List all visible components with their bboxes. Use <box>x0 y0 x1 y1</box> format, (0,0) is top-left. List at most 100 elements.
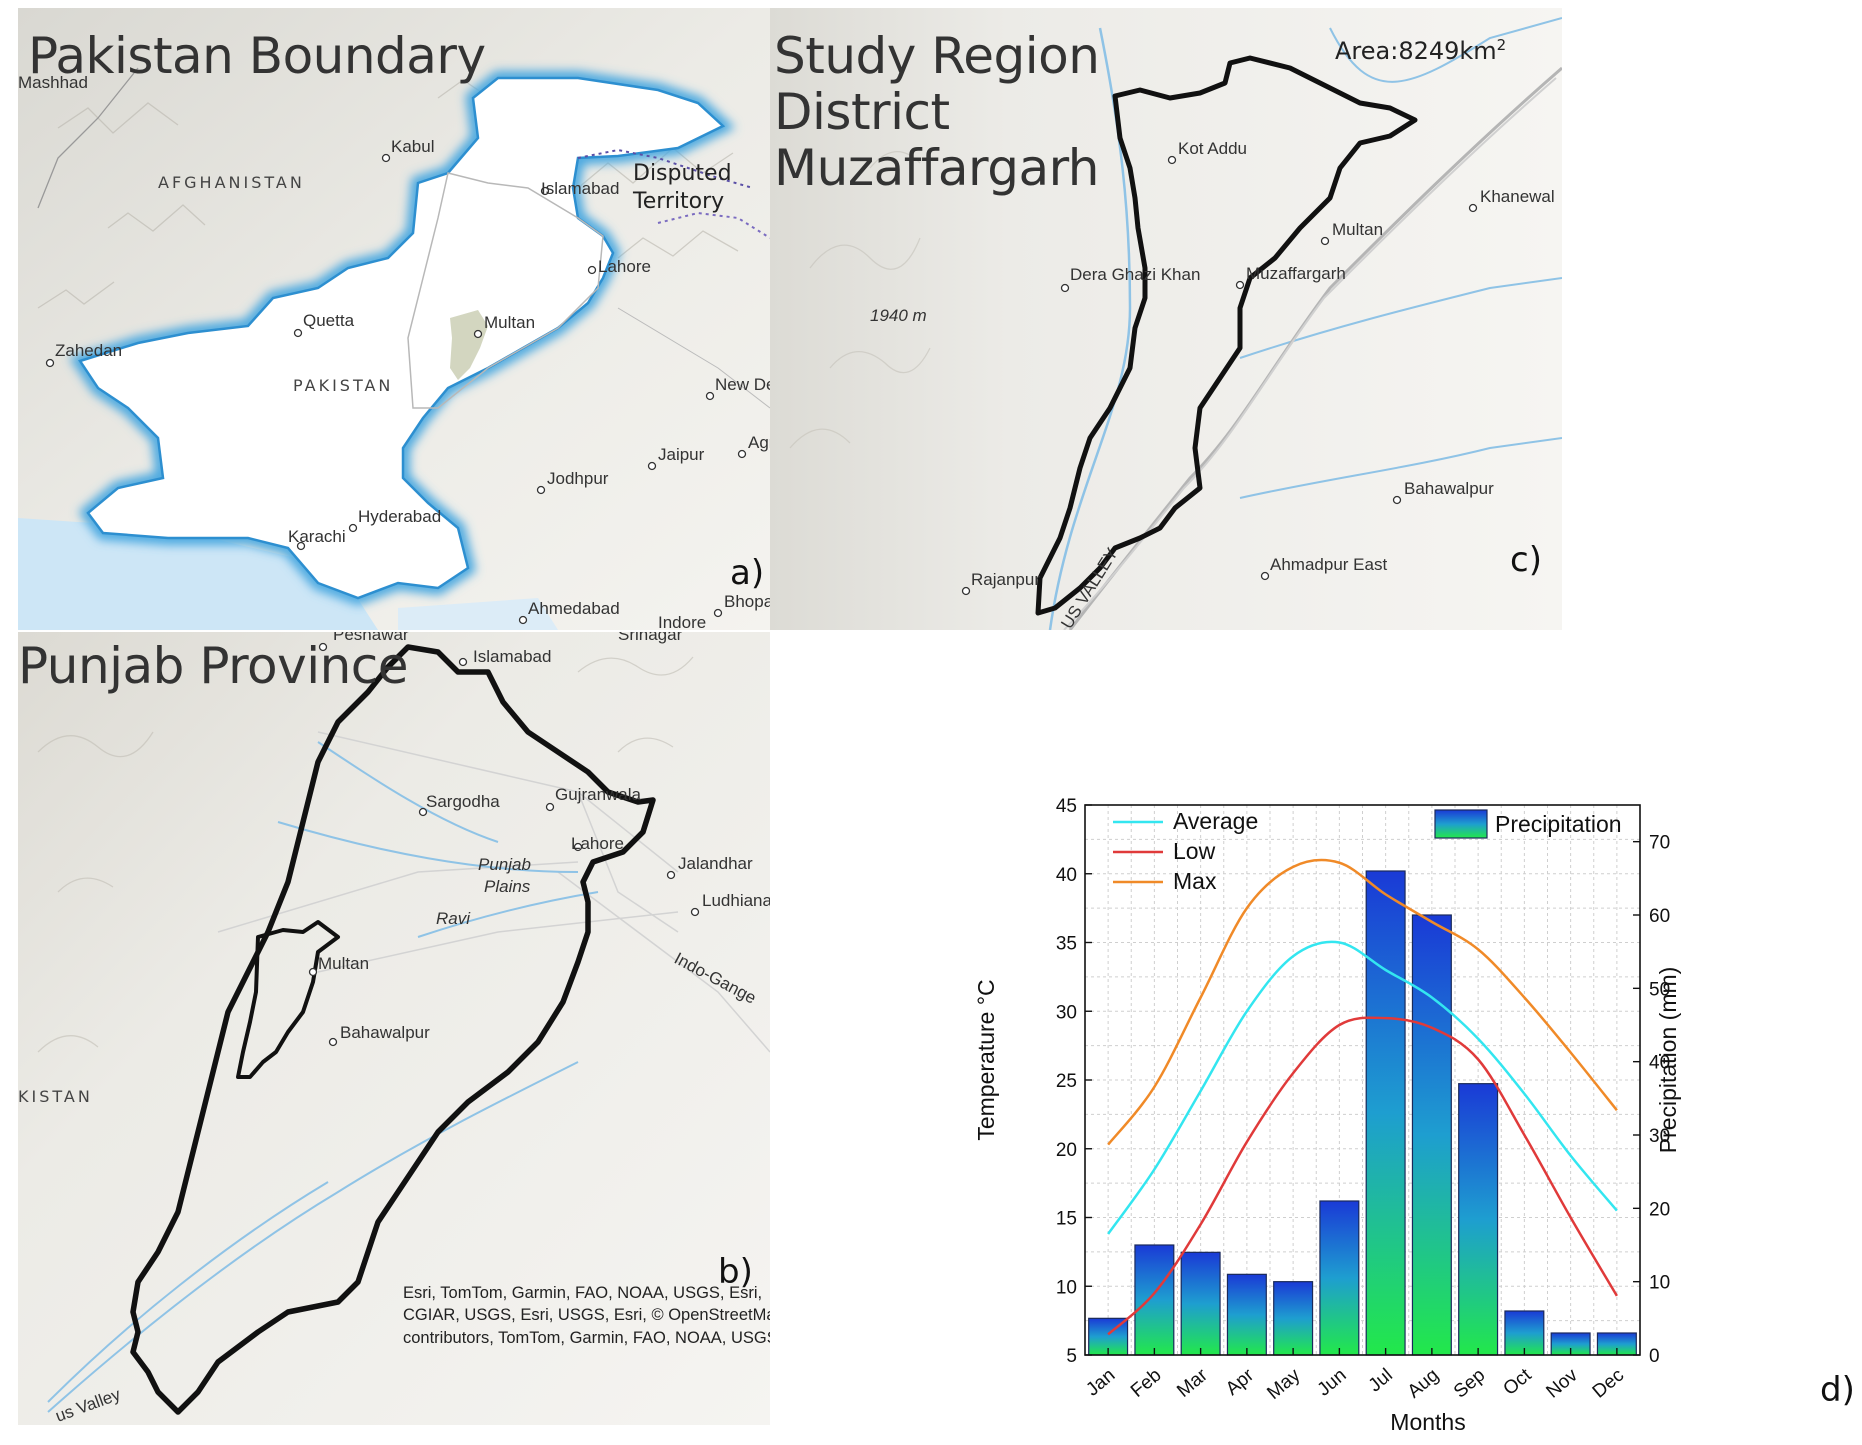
city-label: Dera Ghazi Khan <box>1070 265 1200 284</box>
x-tick-label: May <box>1263 1364 1304 1403</box>
x-tick-label: Nov <box>1542 1364 1582 1402</box>
city-dot <box>458 657 468 667</box>
legend-label: Max <box>1173 868 1217 894</box>
city-dot <box>296 541 306 551</box>
plains-label: Punjab <box>478 855 531 874</box>
city-dot <box>1235 280 1245 290</box>
elevation-label: 1940 m <box>870 306 927 325</box>
y-tick-label: 45 <box>1056 796 1077 817</box>
precipitation-bar <box>1504 1310 1545 1356</box>
city-dot <box>418 807 428 817</box>
y2-tick-label: 20 <box>1649 1199 1670 1220</box>
panel-c-letter: c) <box>1510 540 1542 580</box>
y-tick-label: 15 <box>1056 1209 1077 1230</box>
city-label: Jaipur <box>658 445 705 464</box>
precipitation-bar <box>1458 1083 1499 1356</box>
city-label: Bahawalpur <box>340 1023 430 1042</box>
city-dot <box>737 449 747 459</box>
y-tick-label: 10 <box>1056 1277 1077 1298</box>
chenab-river <box>1239 277 1562 359</box>
x-tick-label: Apr <box>1222 1364 1259 1400</box>
precipitation-bar <box>1411 914 1452 1356</box>
series-line-max <box>1107 858 1618 1146</box>
panel-climate-chart: 5 10 15 20 25 30 35 40 45 0 10 20 30 40 50 60 70 Jan Feb Ma… <box>970 760 1862 1445</box>
sutlej-river <box>1239 437 1562 499</box>
precipitation-bar <box>1180 1251 1221 1356</box>
panel-d-letter: d) <box>1820 1370 1855 1410</box>
y2-tick-label: 50 <box>1649 979 1670 1000</box>
city-label: Hyderabad <box>358 507 441 526</box>
river-network <box>47 741 599 1413</box>
country-label-afghanistan: AFGHANISTAN <box>158 173 305 192</box>
legend-label: Low <box>1173 838 1216 864</box>
panel-b-letter: b) <box>718 1252 753 1292</box>
x-tick-label: Jun <box>1314 1365 1351 1401</box>
city-dot <box>473 329 483 339</box>
city-dot <box>45 358 55 368</box>
precipitation-bar <box>1273 1281 1314 1356</box>
city-dot <box>573 842 583 852</box>
city-label: Srinagar <box>618 632 683 644</box>
city-label: Jalandhar <box>678 854 753 873</box>
x-axis-title: Months <box>1390 1409 1465 1435</box>
disputed-label: Disputed <box>633 161 732 186</box>
y-tick-label: 20 <box>1056 1140 1077 1161</box>
city-dot <box>1392 495 1402 505</box>
series-line-average <box>1107 940 1618 1235</box>
y-tick-label: 35 <box>1056 934 1077 955</box>
city-dot <box>1167 155 1177 165</box>
city-label: Lahore <box>598 257 651 276</box>
city-label: Lahore <box>571 834 624 853</box>
city-label: Islamabad <box>473 647 551 666</box>
city-label: Mashhad <box>18 73 88 92</box>
gulf-water <box>398 598 558 630</box>
disputed-label: Territory <box>632 189 724 214</box>
study-region-map: Kot Addu Khanewal Multan Dera Ghazi Khan… <box>770 8 1562 630</box>
india-border <box>617 307 770 409</box>
disputed-border-2 <box>657 211 770 239</box>
city-label: Quetta <box>303 311 355 330</box>
punjab-map: Peshawar Islamabad Srinagar Sargodha Guj… <box>18 632 770 1425</box>
city-label: Muzaffargarh <box>1246 264 1346 283</box>
arabian-sea <box>18 518 378 630</box>
city-dot <box>293 328 303 338</box>
y2-axis-title: Precipitation (mm) <box>1655 967 1681 1154</box>
city-dot <box>705 391 715 401</box>
city-label: Bhopal <box>724 592 770 611</box>
area-superscript: 2 <box>1496 36 1507 54</box>
city-dot <box>328 1037 338 1047</box>
country-label-pakistan: PAKISTAN <box>293 376 393 395</box>
city-label: Islamabad <box>541 179 619 198</box>
x-tick-label: Jul <box>1365 1365 1397 1397</box>
city-label: Bahawalpur <box>1404 479 1494 498</box>
legend-swatch-precipitation <box>1434 809 1488 839</box>
panel-c-title-line3: Muzaffargarh <box>774 139 1099 197</box>
map-attribution: Esri, TomTom, Garmin, FAO, NOAA, USGS, E… <box>403 1284 770 1347</box>
panel-c-title-line2: District <box>774 83 950 141</box>
x-tick-label: Oct <box>1499 1364 1536 1400</box>
city-dot <box>545 802 555 812</box>
city-label: Kot Addu <box>1178 139 1247 158</box>
city-label: New Del <box>715 375 770 394</box>
precipitation-bar <box>1365 870 1406 1356</box>
city-label: Ahmadpur East <box>1270 555 1387 574</box>
x-tick-label: Feb <box>1127 1365 1166 1402</box>
river-label: Ravi <box>436 909 471 928</box>
city-dot <box>1060 283 1070 293</box>
city-dot <box>348 523 358 533</box>
precipitation-bar <box>1319 1200 1360 1356</box>
legend-label: Average <box>1173 808 1258 834</box>
city-label: Rajanpur <box>971 570 1040 589</box>
city-dot <box>1260 571 1270 581</box>
city-dot <box>518 615 528 625</box>
city-label: Zahedan <box>55 341 122 360</box>
city-dot <box>318 642 328 652</box>
city-dot <box>381 153 391 163</box>
city-dot <box>666 870 676 880</box>
city-label: Multan <box>484 313 535 332</box>
x-tick-label: Aug <box>1404 1365 1443 1403</box>
y-tick-label: 30 <box>1056 1002 1077 1023</box>
y2-tick-label: 0 <box>1649 1346 1660 1367</box>
